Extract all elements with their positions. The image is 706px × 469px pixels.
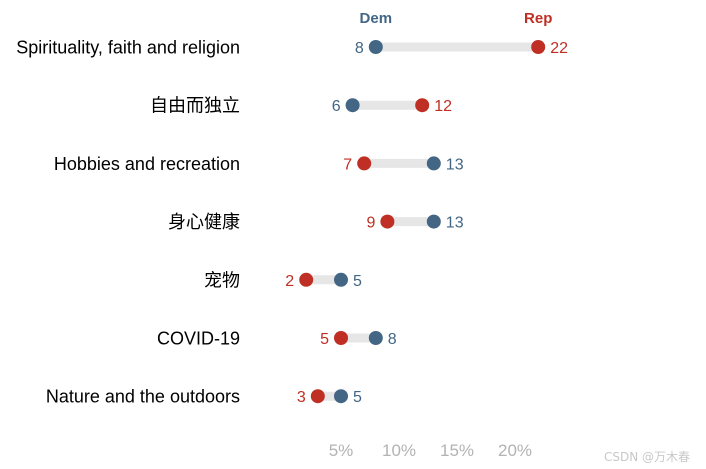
dem-point [368,331,383,345]
rep-point [334,331,348,345]
dem-value-label: 8 [355,40,364,57]
chart-row: Nature and the outdoors 5 3 [46,387,362,407]
dem-value-label: 8 [388,331,397,348]
legend-rep: Rep [524,10,552,27]
dem-value-label: 5 [353,273,362,290]
watermark: CSDN @万木春 [603,450,690,464]
chart-row: 身心健康 13 9 [168,212,464,232]
dem-point [426,214,441,229]
dem-point [334,272,348,287]
dem-value-label: 13 [446,215,464,232]
dem-point [426,156,441,171]
chart-row: 自由而独立 6 12 [150,96,452,116]
rep-point [310,389,325,404]
rep-point [357,156,372,171]
rep-point [380,214,395,229]
category-label: 自由而独立 [150,96,240,116]
x-tick-label: 15% [440,441,474,460]
dem-value-label: 6 [332,98,341,115]
category-label: 身心健康 [168,212,240,232]
rep-value-label: 5 [320,331,329,348]
rep-value-label: 7 [343,156,352,173]
dem-point [368,40,383,54]
category-label: Spirituality, faith and religion [16,38,240,58]
chart-rows: Spirituality, faith and religion 8 22 自由而独立… [16,38,568,407]
category-label: 宠物 [204,270,240,290]
category-label: Nature and the outdoors [46,387,240,407]
chart-row: COVID-19 8 5 [157,329,397,349]
rep-value-label: 12 [434,98,452,115]
dem-value-label: 5 [353,389,362,406]
x-axis: 5% 10% 15% 20% [329,441,532,460]
legend-dem: Dem [360,10,393,27]
chart-row: 宠物 5 2 [204,270,362,290]
category-label: COVID-19 [157,329,240,349]
rep-point [299,272,314,287]
rep-point [531,40,546,54]
rep-value-label: 9 [366,215,375,232]
dem-point [334,389,348,404]
dem-value-label: 13 [446,156,464,173]
rep-point [415,98,430,113]
chart-row: Spirituality, faith and religion 8 22 [16,38,568,58]
x-tick-label: 5% [329,441,354,460]
x-tick-label: 20% [498,441,532,460]
chart-row: Hobbies and recreation 13 7 [54,154,464,174]
dem-point [345,98,360,113]
rep-value-label: 22 [550,40,568,57]
rep-value-label: 3 [297,389,306,406]
rep-value-label: 2 [285,273,294,290]
x-tick-label: 10% [382,441,416,460]
legend: Dem Rep [360,10,553,27]
category-label: Hobbies and recreation [54,154,240,174]
